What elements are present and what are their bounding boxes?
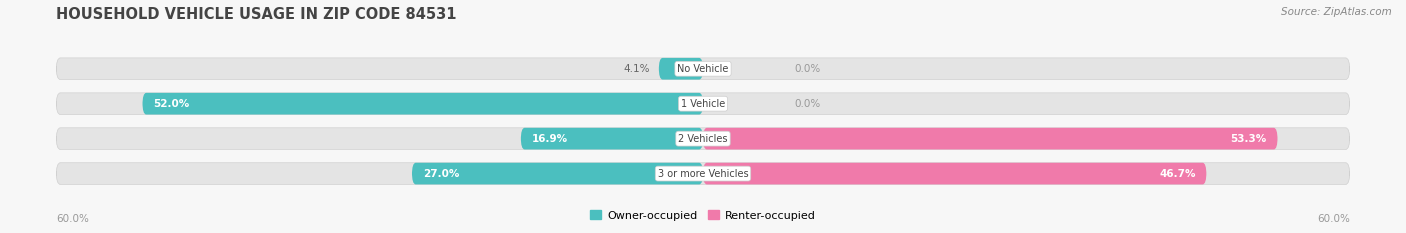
Text: 0.0%: 0.0% [794, 99, 821, 109]
Text: 60.0%: 60.0% [56, 214, 89, 224]
Text: HOUSEHOLD VEHICLE USAGE IN ZIP CODE 84531: HOUSEHOLD VEHICLE USAGE IN ZIP CODE 8453… [56, 7, 457, 22]
FancyBboxPatch shape [142, 93, 703, 114]
FancyBboxPatch shape [520, 128, 703, 150]
Text: Source: ZipAtlas.com: Source: ZipAtlas.com [1281, 7, 1392, 17]
Text: 4.1%: 4.1% [624, 64, 650, 74]
Text: 53.3%: 53.3% [1230, 134, 1267, 144]
Text: No Vehicle: No Vehicle [678, 64, 728, 74]
FancyBboxPatch shape [703, 163, 1206, 185]
Text: 16.9%: 16.9% [531, 134, 568, 144]
Legend: Owner-occupied, Renter-occupied: Owner-occupied, Renter-occupied [586, 206, 820, 225]
FancyBboxPatch shape [412, 163, 703, 185]
FancyBboxPatch shape [703, 128, 1278, 150]
Text: 0.0%: 0.0% [794, 64, 821, 74]
FancyBboxPatch shape [56, 128, 1350, 150]
Text: 52.0%: 52.0% [153, 99, 190, 109]
Text: 60.0%: 60.0% [1317, 214, 1350, 224]
FancyBboxPatch shape [56, 163, 1350, 185]
Text: 27.0%: 27.0% [423, 169, 460, 178]
Text: 2 Vehicles: 2 Vehicles [678, 134, 728, 144]
FancyBboxPatch shape [56, 93, 1350, 114]
Text: 46.7%: 46.7% [1159, 169, 1195, 178]
FancyBboxPatch shape [56, 58, 1350, 80]
Text: 3 or more Vehicles: 3 or more Vehicles [658, 169, 748, 178]
FancyBboxPatch shape [659, 58, 703, 80]
Text: 1 Vehicle: 1 Vehicle [681, 99, 725, 109]
